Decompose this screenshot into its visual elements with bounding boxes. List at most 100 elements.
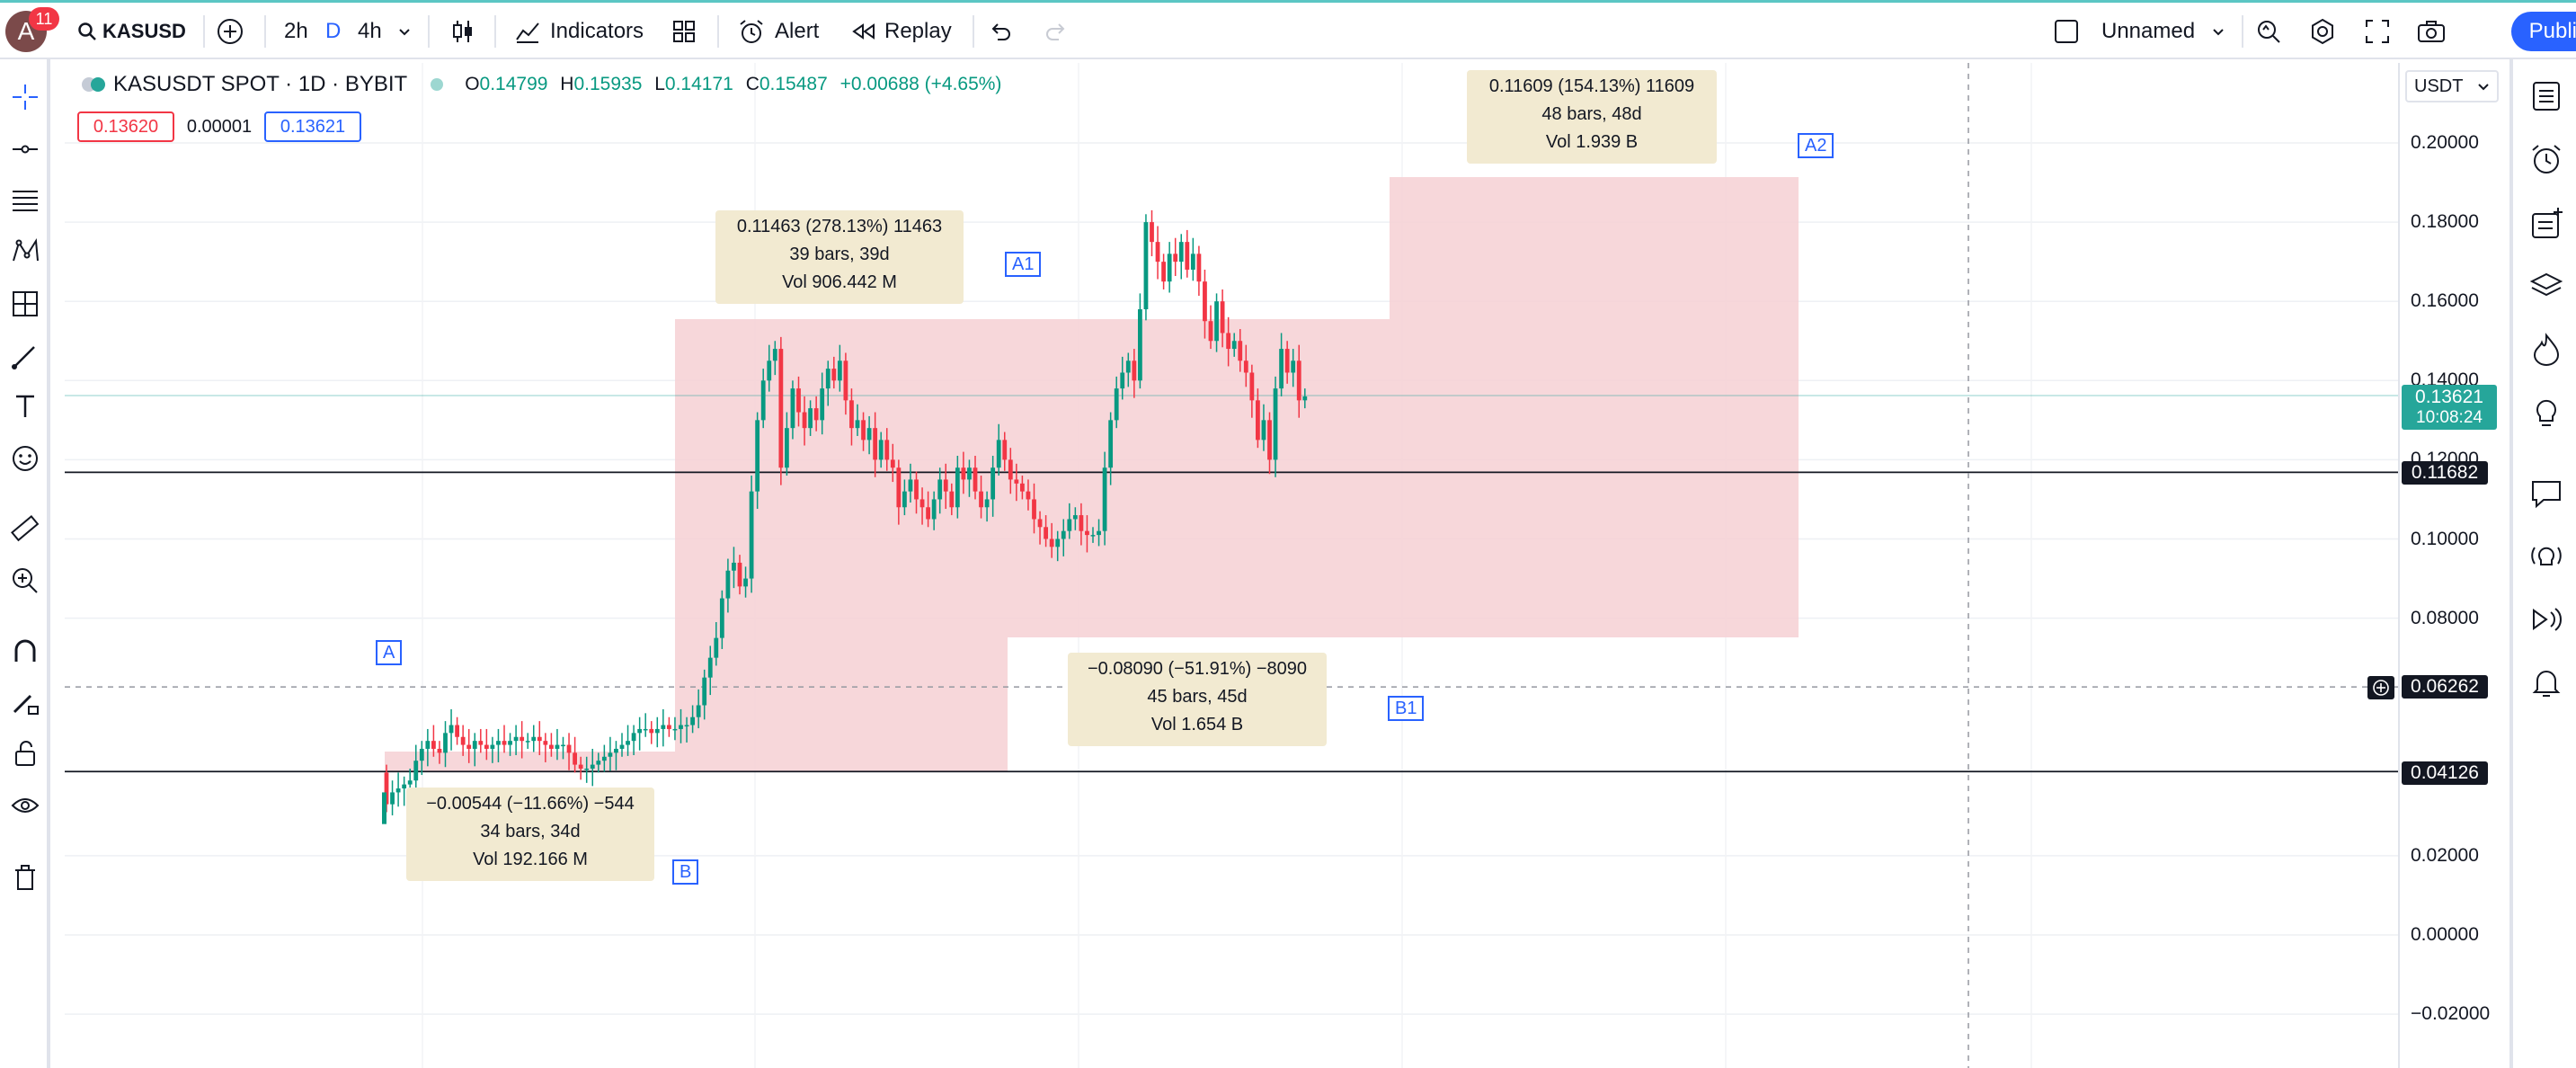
candle-body <box>661 725 666 729</box>
lock-drawings-tool[interactable] <box>7 735 43 771</box>
publish-button[interactable]: Publish <box>2511 12 2576 51</box>
measure-3-bars: 45 bars, 45d <box>1147 687 1248 707</box>
fib-tool[interactable] <box>7 182 43 218</box>
alert-button[interactable]: Alert <box>737 3 819 60</box>
candle-body <box>631 733 636 742</box>
candle-body <box>808 408 813 429</box>
candle-body <box>684 725 689 727</box>
pattern-tool[interactable] <box>7 234 43 270</box>
candle-body <box>626 741 630 745</box>
line-price-tag-lower: 0.04126 <box>2402 761 2488 785</box>
symbol-title[interactable]: KASUSDT SPOT · 1D · BYBIT <box>113 72 408 96</box>
measure-info-4[interactable]: 0.11609 (154.13%) 11609 48 bars, 48d Vol… <box>1467 70 1717 164</box>
measure-tool[interactable] <box>7 511 43 547</box>
bell-icon <box>2532 671 2561 697</box>
point-label-a[interactable]: A <box>376 640 403 665</box>
interval-d[interactable]: D <box>325 3 341 60</box>
object-tree-button[interactable] <box>2526 203 2567 245</box>
prediction-tool[interactable] <box>7 286 43 322</box>
candle-body <box>549 744 554 749</box>
candle-body <box>1061 530 1066 539</box>
candle-body <box>1220 301 1225 334</box>
measure-info-2[interactable]: 0.11463 (278.13%) 11463 39 bars, 39d Vol… <box>715 210 964 304</box>
layers-button[interactable] <box>2526 266 2567 307</box>
measure-info-3[interactable]: −0.08090 (−51.91%) −8090 45 bars, 45d Vo… <box>1068 653 1327 746</box>
candle-body <box>513 736 519 742</box>
interval-dropdown[interactable] <box>397 3 412 60</box>
add-alert-plus[interactable] <box>2367 676 2394 699</box>
candle-body <box>949 491 955 508</box>
symbol-search[interactable]: KASUSD <box>77 3 186 60</box>
chevron-down-icon <box>399 29 410 36</box>
watchlist-button[interactable] <box>2526 76 2567 117</box>
chat-bubble-icon <box>2532 481 2561 509</box>
fullscreen-button[interactable] <box>2364 3 2391 60</box>
currency-selector[interactable]: USDT <box>2405 70 2499 102</box>
templates-button[interactable] <box>671 3 697 60</box>
undo-button[interactable] <box>987 3 1014 60</box>
candle-body <box>1261 420 1266 441</box>
candle-body <box>914 479 919 500</box>
candle-body <box>902 491 907 508</box>
candle-body <box>614 748 618 753</box>
emoji-tool[interactable] <box>7 441 43 476</box>
remove-drawings-tool[interactable] <box>7 859 43 895</box>
drawing-mode-tool[interactable] <box>7 685 43 721</box>
candle-body <box>395 788 401 793</box>
indicators-button[interactable]: Indicators <box>514 3 644 60</box>
magnet-tool[interactable] <box>7 633 43 669</box>
candle-body <box>578 764 583 769</box>
candle-body <box>1173 254 1178 263</box>
hide-drawings-tool[interactable] <box>7 788 43 823</box>
text-tool[interactable] <box>7 388 43 424</box>
layers-icon <box>2529 272 2563 297</box>
streams-button[interactable] <box>2526 536 2567 577</box>
market-status-dot[interactable] <box>431 78 444 91</box>
compare-symbol-button[interactable] <box>216 3 244 60</box>
candle-body <box>1102 467 1107 531</box>
point-label-a2[interactable]: A2 <box>1798 133 1834 158</box>
sell-button[interactable]: 0.13620 <box>77 111 174 142</box>
notifications-button[interactable] <box>2526 662 2567 703</box>
candle-body <box>490 744 495 749</box>
ideas-button[interactable] <box>2526 392 2567 433</box>
quick-search-button[interactable] <box>2254 3 2283 60</box>
candle-body <box>719 598 724 638</box>
point-label-a1[interactable]: A1 <box>1005 252 1042 277</box>
candle-body <box>608 752 613 757</box>
chart-type-button[interactable] <box>449 3 476 60</box>
interval-2h[interactable]: 2h <box>284 3 308 60</box>
hotlists-button[interactable] <box>2526 329 2567 370</box>
candle-body <box>413 761 419 781</box>
candle-body <box>1243 360 1248 373</box>
layout-square-icon <box>2055 20 2078 43</box>
replay-button[interactable]: Replay <box>850 3 952 60</box>
measure-2-change: 0.11463 (278.13%) 11463 <box>736 217 943 236</box>
measure-info-1[interactable]: −0.00544 (−11.66%) −544 34 bars, 34d Vol… <box>406 788 654 881</box>
chats-button[interactable] <box>2526 473 2567 514</box>
trend-line-tool[interactable] <box>7 131 43 167</box>
interval-4h[interactable]: 4h <box>358 3 382 60</box>
point-label-b[interactable]: B <box>672 859 699 885</box>
layout-name: Unnamed <box>2101 19 2196 43</box>
snapshot-button[interactable] <box>2416 3 2447 60</box>
smiley-icon <box>13 446 38 471</box>
settings-button[interactable] <box>2308 3 2337 60</box>
zoom-tool[interactable] <box>7 563 43 599</box>
notification-badge: 11 <box>29 7 59 31</box>
redo-button[interactable] <box>1043 3 1070 60</box>
brush-tool[interactable] <box>7 338 43 374</box>
candle-body <box>1267 420 1272 460</box>
price-axis[interactable] <box>2398 63 2509 1068</box>
candle-body <box>437 748 442 753</box>
buy-button[interactable]: 0.13621 <box>264 111 361 142</box>
point-label-b1[interactable]: B1 <box>1388 696 1425 721</box>
candle-body <box>543 741 548 745</box>
layout-button[interactable]: Unnamed <box>2053 3 2225 60</box>
alerts-button[interactable] <box>2526 138 2567 180</box>
grid-icon <box>673 21 695 42</box>
replay-label: Replay <box>884 19 952 43</box>
cursor-tool[interactable] <box>7 79 43 115</box>
calendar-button[interactable] <box>2526 599 2567 640</box>
